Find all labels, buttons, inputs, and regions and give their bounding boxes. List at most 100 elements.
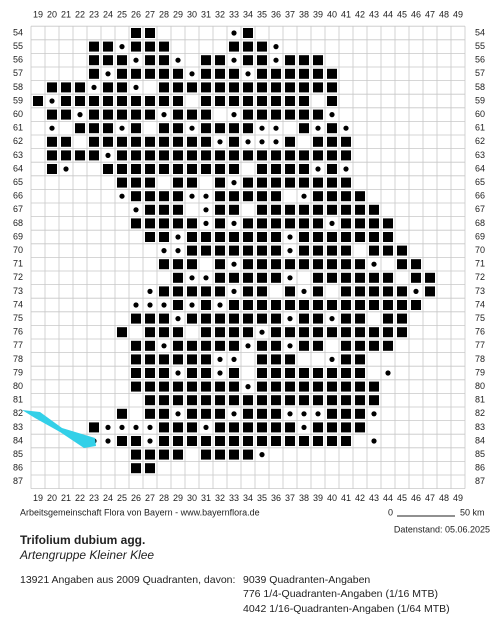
- occurrence-dot: [343, 166, 349, 172]
- occurrence-square: [159, 286, 169, 297]
- occurrence-dot: [105, 152, 111, 158]
- occurrence-square: [229, 368, 239, 378]
- occurrence-square: [229, 300, 239, 310]
- occurrence-square: [173, 286, 183, 297]
- occurrence-square: [131, 41, 141, 52]
- occurrence-square: [187, 395, 197, 406]
- occurrence-square: [187, 82, 197, 93]
- occurrences: [33, 28, 435, 474]
- row-label: 73: [13, 286, 23, 296]
- column-label: 42: [355, 9, 365, 19]
- occurrence-square: [383, 300, 393, 310]
- column-label: 41: [341, 493, 351, 503]
- occurrence-square: [383, 272, 393, 283]
- occurrence-dot: [259, 452, 265, 458]
- occurrence-square: [159, 68, 169, 79]
- occurrence-square: [271, 96, 281, 106]
- occurrence-dot: [287, 343, 293, 349]
- occurrence-square: [201, 354, 211, 365]
- occurrence-square: [215, 436, 225, 446]
- occurrence-square: [201, 136, 211, 147]
- occurrence-square: [173, 136, 183, 147]
- occurrence-square: [257, 408, 267, 419]
- occurrence-square: [215, 218, 225, 229]
- occurrence-square: [355, 204, 365, 215]
- occurrence-square: [341, 436, 351, 446]
- occurrence-square: [145, 449, 155, 460]
- column-label: 46: [411, 493, 421, 503]
- occurrence-square: [257, 177, 267, 188]
- occurrence-dot: [189, 125, 195, 131]
- occurrence-dot: [329, 316, 335, 322]
- occurrence-square: [369, 327, 379, 338]
- occurrence-square: [187, 259, 197, 270]
- occurrence-square: [201, 286, 211, 297]
- data-date: Datenstand: 05.06.2025: [394, 524, 490, 534]
- occurrence-square: [229, 436, 239, 446]
- occurrence-dot: [301, 424, 307, 430]
- row-label: 64: [13, 163, 23, 173]
- occurrence-square: [243, 313, 253, 324]
- occurrence-square: [243, 259, 253, 270]
- occurrence-square: [215, 164, 225, 174]
- occurrence-square: [313, 422, 323, 433]
- row-label: 74: [13, 299, 23, 309]
- occurrence-dot: [329, 112, 335, 118]
- occurrence-square: [341, 300, 351, 310]
- row-label: 69: [475, 231, 485, 241]
- occurrence-square: [341, 136, 351, 147]
- occurrence-square: [173, 300, 183, 310]
- occurrence-square: [285, 136, 295, 147]
- column-label: 29: [173, 9, 183, 19]
- row-label: 84: [13, 435, 23, 445]
- occurrence-square: [131, 354, 141, 365]
- occurrence-square: [257, 286, 267, 297]
- row-label: 61: [475, 123, 485, 133]
- row-label: 66: [475, 191, 485, 201]
- occurrence-square: [61, 96, 71, 106]
- occurrence-square: [215, 259, 225, 270]
- stats-summary: 13921 Angaben aus 2009 Quadranten, davon…: [20, 574, 235, 586]
- occurrence-square: [271, 164, 281, 174]
- row-label: 77: [13, 340, 23, 350]
- occurrence-square: [131, 463, 141, 474]
- occurrence-square: [397, 313, 407, 324]
- column-label: 35: [257, 9, 267, 19]
- occurrence-square: [313, 300, 323, 310]
- occurrence-square: [299, 177, 309, 188]
- occurrence-square: [201, 96, 211, 106]
- row-label: 83: [13, 422, 23, 432]
- occurrence-dot: [231, 57, 237, 63]
- occurrence-square: [215, 340, 225, 351]
- occurrence-square: [117, 68, 127, 79]
- occurrence-square: [117, 82, 127, 93]
- occurrence-square: [285, 177, 295, 188]
- row-label: 56: [475, 55, 485, 65]
- occurrence-square: [341, 368, 351, 378]
- occurrence-square: [285, 422, 295, 433]
- occurrence-square: [327, 150, 337, 161]
- occurrence-square: [313, 232, 323, 242]
- occurrence-square: [341, 272, 351, 283]
- occurrence-square: [271, 82, 281, 93]
- occurrence-square: [299, 164, 309, 174]
- occurrence-dot: [161, 302, 167, 308]
- occurrence-dot: [315, 125, 321, 131]
- occurrence-square: [257, 340, 267, 351]
- column-label: 47: [425, 493, 435, 503]
- occurrence-square: [411, 300, 421, 310]
- occurrence-square: [299, 123, 309, 134]
- axis-labels: 19 19 20 20 21 21 22 22 23 23 24 24 25 25 26 26 27 27 28 28…: [13, 9, 485, 503]
- occurrence-square: [131, 123, 141, 134]
- occurrence-square: [131, 436, 141, 446]
- occurrence-square: [201, 327, 211, 338]
- occurrence-dot: [119, 125, 125, 131]
- column-label: 31: [201, 9, 211, 19]
- column-label: 32: [215, 493, 225, 503]
- occurrence-square: [257, 272, 267, 283]
- occurrence-square: [187, 164, 197, 174]
- occurrence-square: [285, 204, 295, 215]
- occurrence-square: [201, 395, 211, 406]
- occurrence-square: [117, 408, 127, 419]
